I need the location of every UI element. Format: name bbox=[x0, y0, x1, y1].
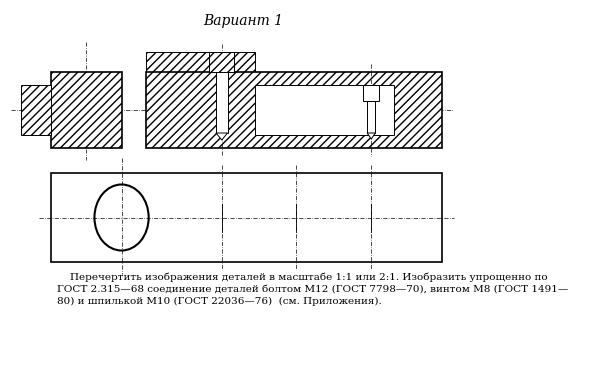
Bar bbox=[216, 72, 228, 133]
Bar bbox=[367, 101, 375, 133]
Polygon shape bbox=[367, 133, 375, 139]
Bar bbox=[146, 52, 254, 72]
Bar bbox=[254, 85, 394, 135]
Bar bbox=[363, 85, 380, 101]
Polygon shape bbox=[216, 133, 228, 140]
Text: Вариант 1: Вариант 1 bbox=[203, 14, 283, 28]
Text: Перечертить изображения деталей в масштабе 1:1 или 2:1. Изобразить упрощенно по
: Перечертить изображения деталей в масшта… bbox=[58, 272, 569, 306]
Bar bbox=[51, 173, 442, 262]
Bar bbox=[51, 72, 122, 148]
Bar bbox=[21, 85, 51, 135]
Bar bbox=[209, 52, 234, 72]
Bar bbox=[146, 72, 442, 148]
